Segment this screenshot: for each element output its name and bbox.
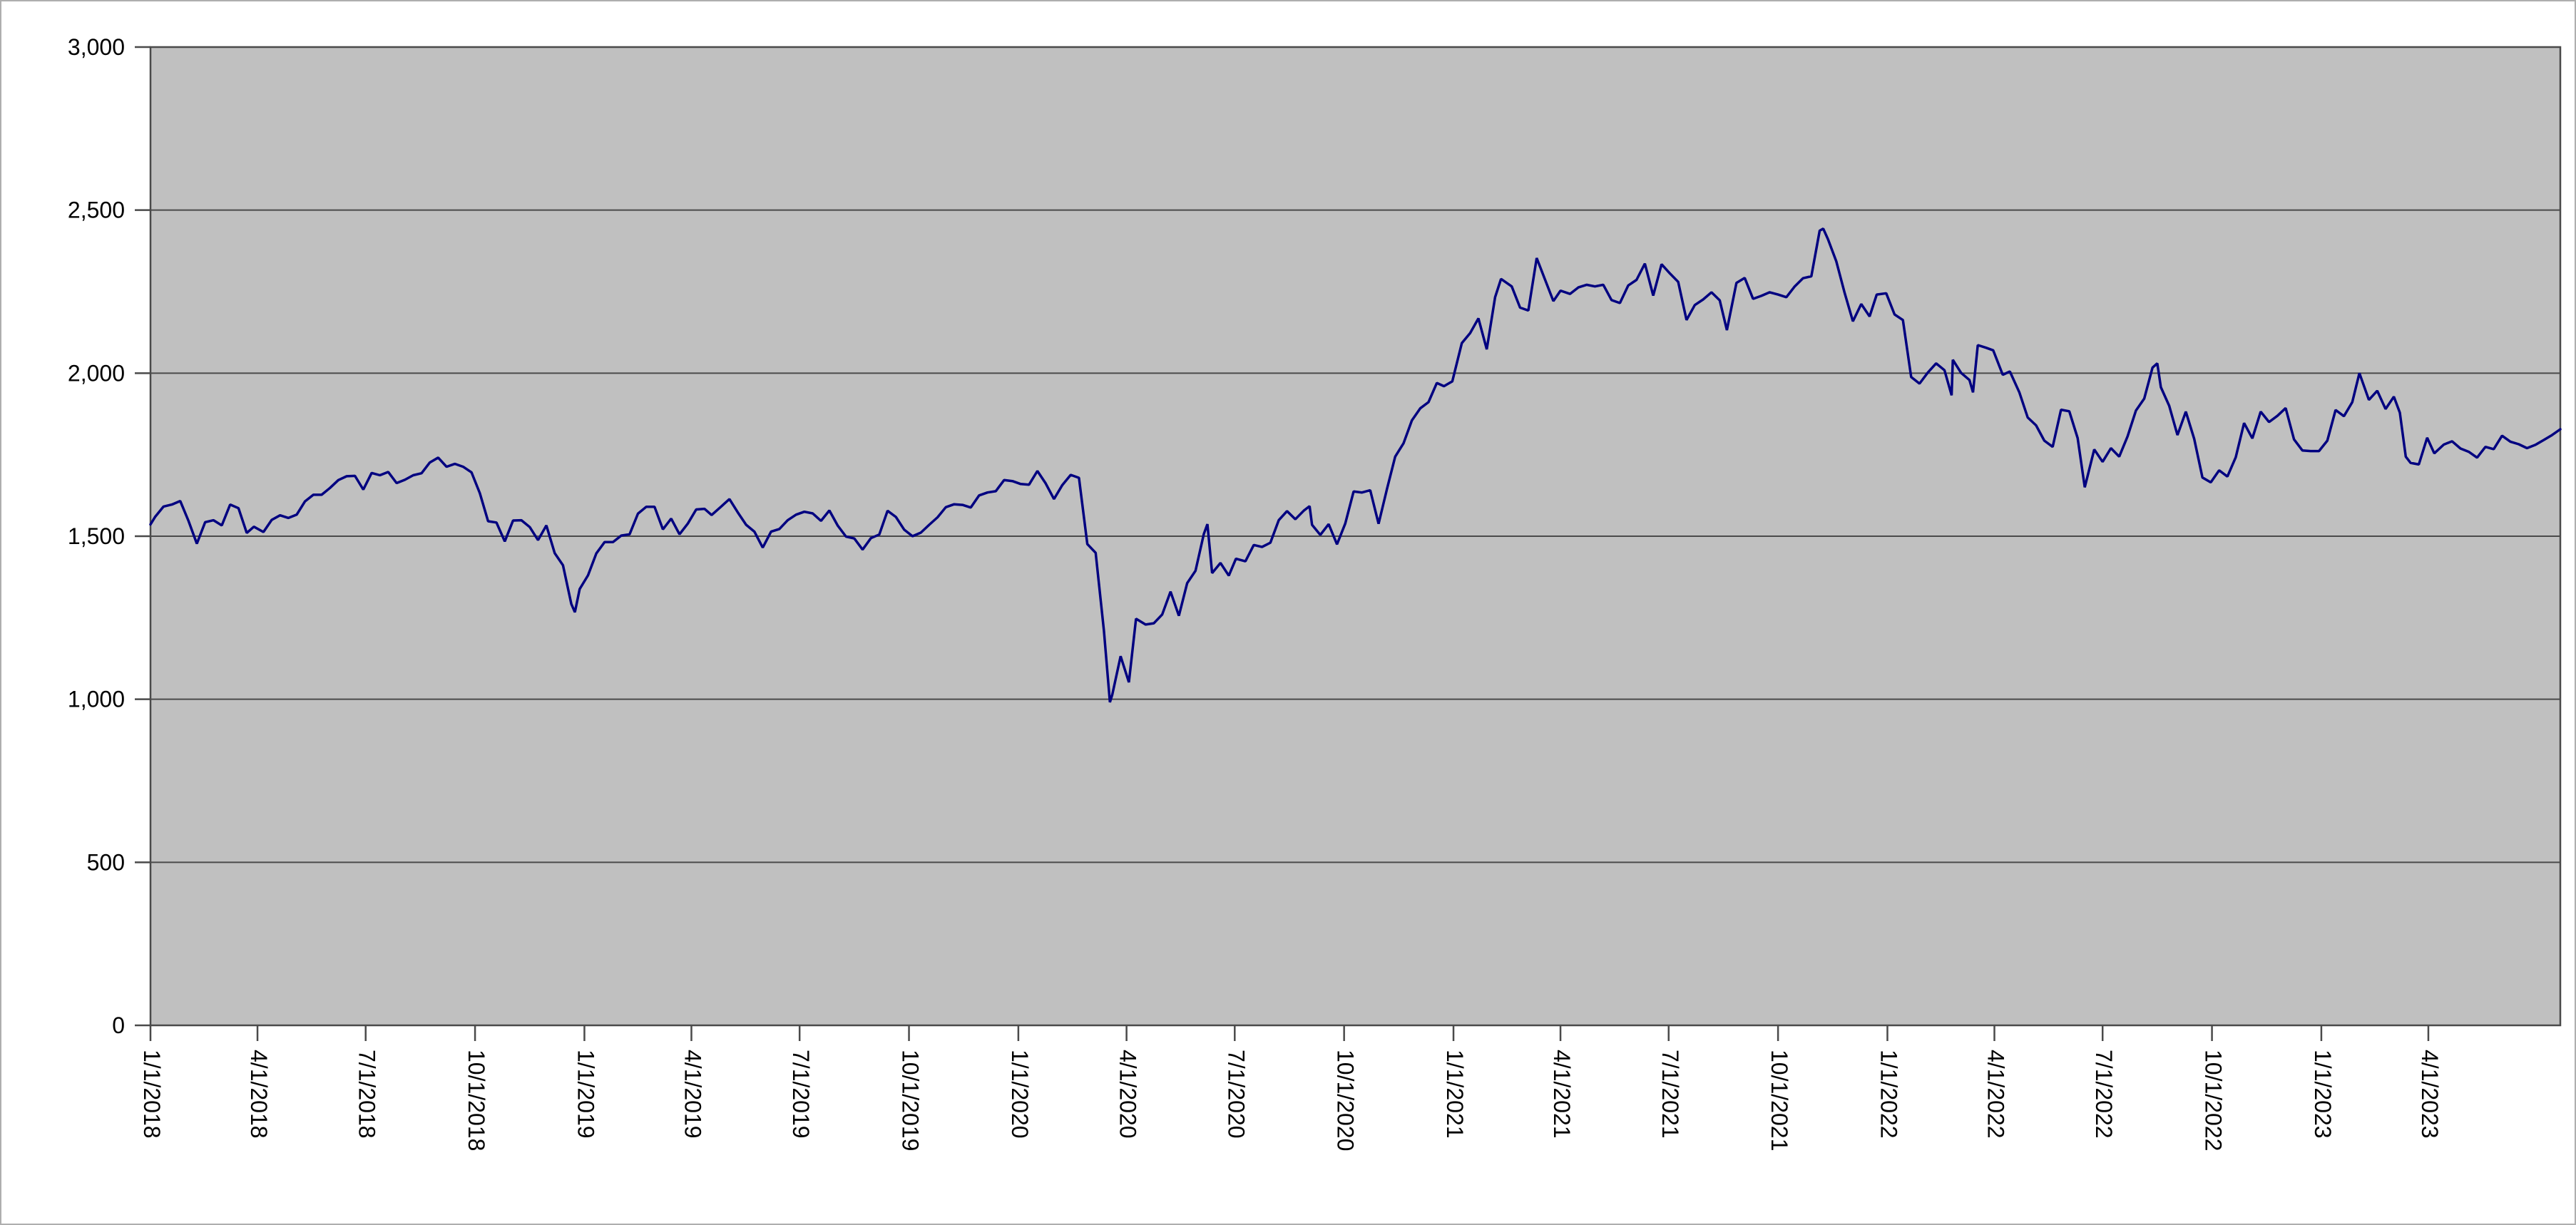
y-tick-label: 500	[87, 849, 125, 875]
x-tick-label: 4/1/2020	[1115, 1050, 1141, 1139]
x-tick-label: 7/1/2022	[2091, 1050, 2117, 1139]
y-tick-label: 3,000	[68, 34, 125, 60]
x-tick-label: 4/1/2022	[1983, 1050, 2009, 1139]
x-axis-labels: 1/1/2018 4/1/2018 7/1/2018 10/1/2018 1/1/201…	[139, 1025, 2443, 1151]
y-tick-label: 2,500	[68, 198, 125, 223]
x-tick-label: 4/1/2018	[246, 1050, 272, 1139]
x-tick-label: 4/1/2023	[2417, 1050, 2443, 1139]
x-tick-label: 10/1/2018	[464, 1050, 489, 1151]
x-tick-label: 10/1/2019	[898, 1050, 924, 1151]
y-tick-label: 2,000	[68, 360, 125, 386]
series-line-index-level	[149, 227, 2562, 703]
x-tick-label: 1/1/2023	[2310, 1050, 2336, 1139]
y-tick-label: 0	[112, 1013, 125, 1038]
x-tick-label: 7/1/2019	[788, 1050, 814, 1139]
x-tick-label: 1/1/2022	[1876, 1050, 1901, 1139]
x-tick-label: 7/1/2021	[1657, 1050, 1683, 1139]
x-tick-label: 1/1/2020	[1007, 1050, 1033, 1139]
x-tick-label: 1/1/2021	[1442, 1050, 1468, 1139]
x-tick-label: 4/1/2019	[680, 1050, 705, 1139]
y-tick-label: 1,000	[68, 687, 125, 712]
x-tick-label: 10/1/2022	[2201, 1050, 2227, 1151]
x-tick-label: 4/1/2021	[1549, 1050, 1575, 1139]
x-tick-label: 1/1/2018	[139, 1050, 165, 1139]
y-axis-labels: 0 500 1,000 1,500 2,000 2,500 3,000	[68, 34, 150, 1038]
x-tick-label: 7/1/2020	[1223, 1050, 1249, 1139]
x-tick-label: 10/1/2020	[1333, 1050, 1359, 1151]
data-line	[149, 227, 2562, 703]
x-tick-label: 7/1/2018	[354, 1050, 380, 1139]
x-tick-label: 1/1/2019	[573, 1050, 598, 1139]
y-tick-label: 1,500	[68, 523, 125, 549]
x-tick-label: 10/1/2021	[1767, 1050, 1792, 1151]
